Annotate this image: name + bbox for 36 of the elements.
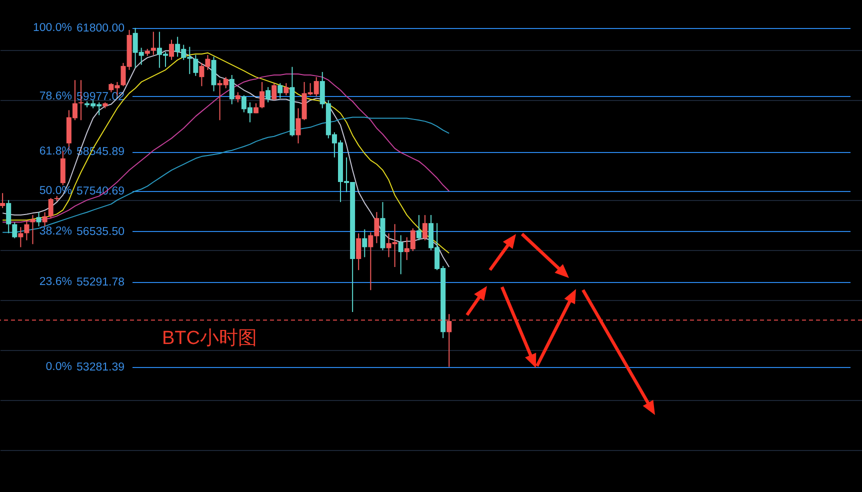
candlestick	[30, 214, 36, 245]
annotation: 100.0%	[32, 22, 72, 34]
candlestick	[362, 228, 368, 258]
candlestick	[18, 226, 24, 248]
candlestick	[150, 31, 156, 56]
annotation: 23.6%	[39, 276, 72, 288]
candlestick	[272, 82, 277, 101]
candlestick	[266, 86, 271, 103]
y-tick-label: 53281.39	[76, 361, 124, 374]
annotation: 38.2%	[39, 225, 72, 238]
candlestick	[6, 200, 12, 234]
candlestick	[398, 234, 404, 275]
candlestick	[42, 212, 48, 227]
y-tick-label: 56535.50	[76, 226, 124, 238]
candlestick	[193, 54, 198, 76]
line-series	[2, 74, 450, 223]
annotation: 0.0%	[46, 360, 72, 373]
candlestick	[169, 39, 174, 60]
candlestick	[284, 82, 289, 96]
candlestick	[356, 232, 362, 271]
candlestick	[278, 82, 283, 99]
candlestick	[422, 214, 428, 241]
candlestick	[24, 220, 30, 241]
annotation: BTC小时图	[162, 328, 257, 349]
candlestick	[446, 314, 452, 368]
candlestick	[36, 212, 42, 227]
candlestick	[0, 192, 6, 209]
candlestick	[48, 198, 54, 219]
candlestick	[416, 214, 422, 241]
y-tick-label: 55291.78	[76, 276, 124, 289]
candlestick	[235, 92, 240, 103]
candlestick	[260, 81, 265, 109]
y-tick-label: 61800.00	[76, 22, 124, 34]
candlestick	[12, 222, 18, 239]
candlestick	[229, 74, 234, 105]
annotation: 78.6%	[39, 90, 72, 102]
